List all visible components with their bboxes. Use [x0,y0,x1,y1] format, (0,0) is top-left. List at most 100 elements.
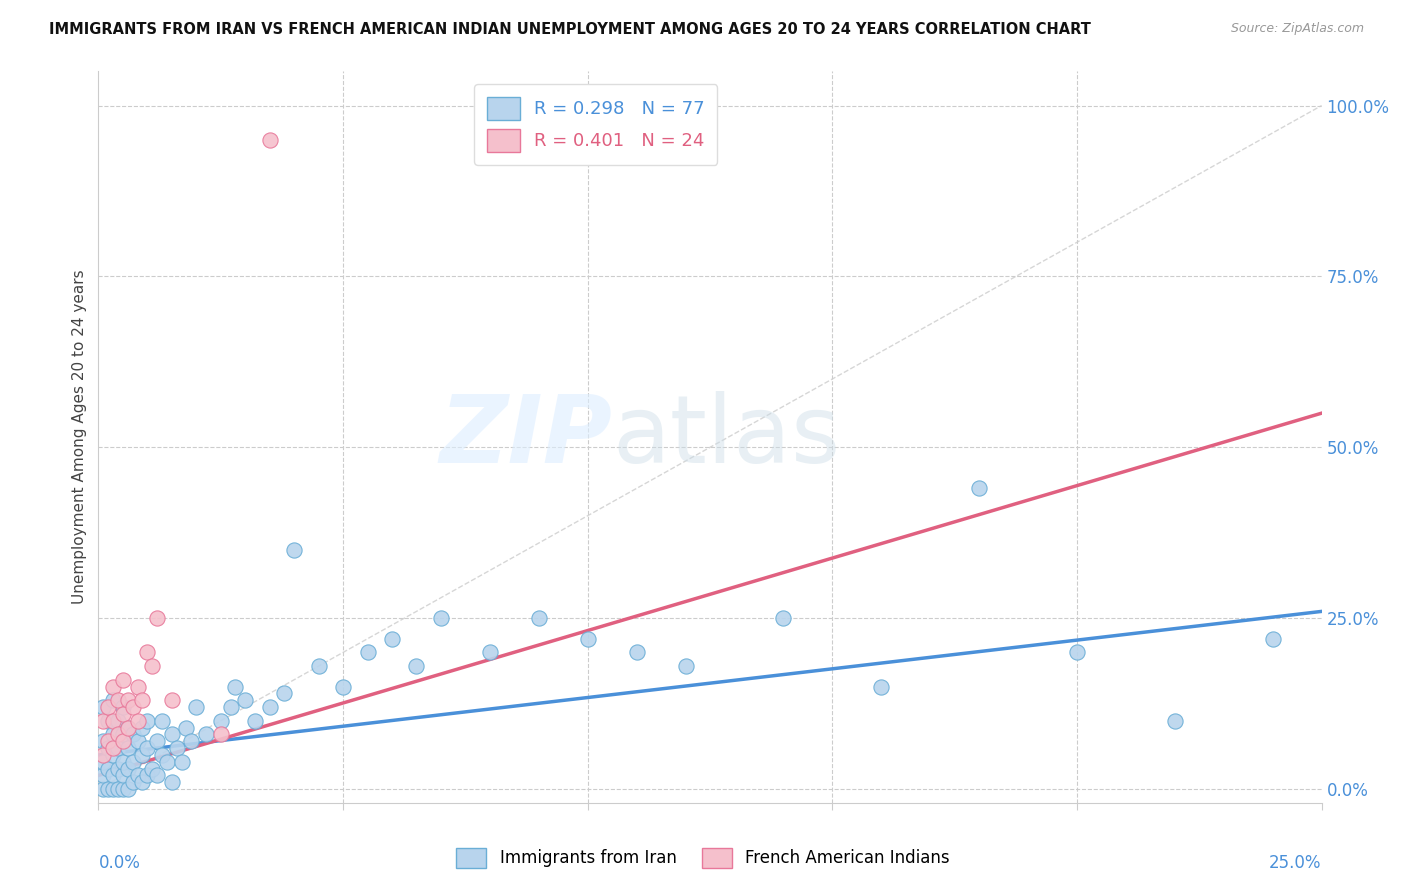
Legend: R = 0.298   N = 77, R = 0.401   N = 24: R = 0.298 N = 77, R = 0.401 N = 24 [474,84,717,165]
Point [107,762,129,776]
Point [117,721,139,735]
Point [146,768,169,782]
Point [675,659,697,673]
Point [186,700,208,714]
Point [117,741,139,756]
Point [1164,714,1187,728]
Point [101,680,124,694]
Point [772,611,794,625]
Point [430,611,453,625]
Point [160,727,183,741]
Point [160,775,183,789]
Point [131,693,153,707]
Point [176,721,198,735]
Point [101,714,124,728]
Text: Source: ZipAtlas.com: Source: ZipAtlas.com [1230,22,1364,36]
Legend: Immigrants from Iran, French American Indians: Immigrants from Iran, French American In… [450,841,956,875]
Point [97,714,120,728]
Point [117,721,139,735]
Point [146,734,169,748]
Point [101,693,124,707]
Point [195,727,218,741]
Point [101,782,124,797]
Point [219,700,242,714]
Point [150,747,173,762]
Point [273,686,295,700]
Point [576,632,599,646]
Point [170,755,193,769]
Point [870,680,893,694]
Point [107,782,129,797]
Point [91,755,114,769]
Point [131,721,153,735]
Point [141,762,163,776]
Point [136,768,159,782]
Point [283,542,305,557]
Point [156,755,179,769]
Point [527,611,550,625]
Point [111,768,134,782]
Point [141,659,163,673]
Point [121,775,143,789]
Point [91,782,114,797]
Point [224,680,246,694]
Point [121,727,143,741]
Point [131,775,153,789]
Point [131,747,153,762]
Point [97,741,120,756]
Point [626,645,648,659]
Point [127,714,149,728]
Point [209,727,232,741]
Point [259,700,281,714]
Point [111,782,134,797]
Point [111,755,134,769]
Point [127,734,149,748]
Point [356,645,378,659]
Point [146,611,169,625]
Point [121,700,143,714]
Point [97,782,120,797]
Point [1066,645,1088,659]
Point [117,782,139,797]
Point [107,741,129,756]
Point [97,700,120,714]
Point [91,714,114,728]
Point [160,693,183,707]
Point [91,700,114,714]
Point [107,727,129,741]
Point [243,714,266,728]
Point [117,762,139,776]
Point [91,768,114,782]
Point [111,706,134,721]
Point [91,747,114,762]
Point [111,727,134,741]
Point [97,734,120,748]
Point [111,673,134,687]
Point [107,693,129,707]
Point [308,659,330,673]
Point [136,645,159,659]
Point [111,700,134,714]
Y-axis label: Unemployment Among Ages 20 to 24 years: Unemployment Among Ages 20 to 24 years [72,269,87,605]
Text: 0.0%: 0.0% [98,854,141,872]
Point [101,747,124,762]
Point [180,734,202,748]
Point [121,755,143,769]
Point [117,693,139,707]
Point [233,693,256,707]
Point [107,714,129,728]
Point [259,133,281,147]
Text: IMMIGRANTS FROM IRAN VS FRENCH AMERICAN INDIAN UNEMPLOYMENT AMONG AGES 20 TO 24 : IMMIGRANTS FROM IRAN VS FRENCH AMERICAN … [49,22,1091,37]
Point [478,645,501,659]
Point [101,741,124,756]
Point [101,727,124,741]
Point [1261,632,1284,646]
Point [405,659,427,673]
Point [967,481,990,495]
Text: ZIP: ZIP [439,391,612,483]
Text: atlas: atlas [612,391,841,483]
Point [381,632,404,646]
Point [166,741,188,756]
Text: 25.0%: 25.0% [1270,854,1322,872]
Point [111,734,134,748]
